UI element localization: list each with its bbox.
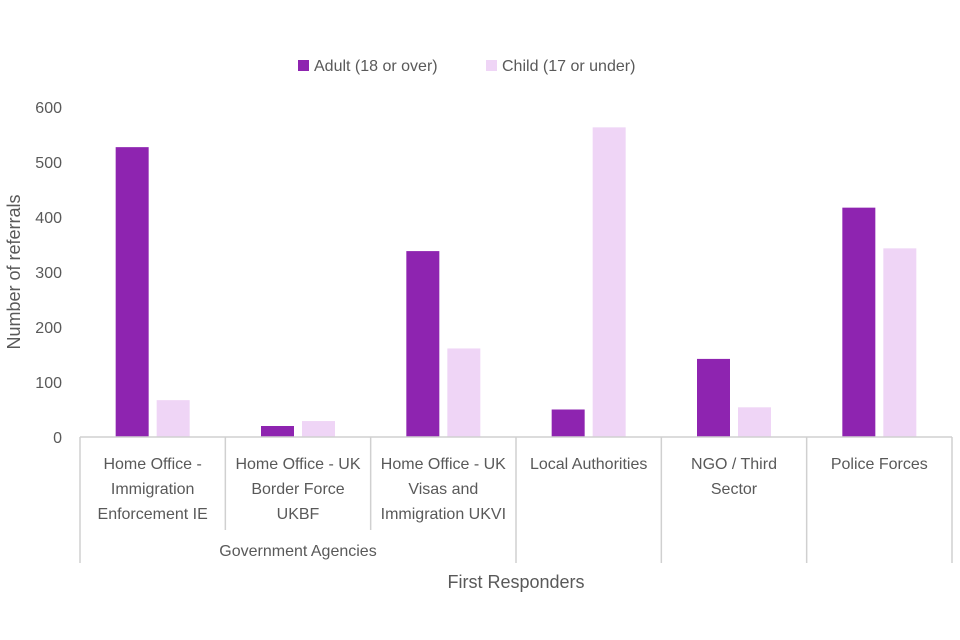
y-tick-label: 400	[35, 210, 62, 227]
category-label: Enforcement IE	[98, 506, 208, 523]
y-tick-label: 100	[35, 375, 62, 392]
category-label: Home Office - UK	[235, 456, 360, 473]
category-label: Police Forces	[831, 456, 928, 473]
category-label: Visas and	[408, 481, 478, 498]
legend: Adult (18 or over) Child (17 or under)	[298, 58, 635, 75]
bar-child-3	[592, 127, 626, 437]
legend-swatch-adult	[298, 60, 309, 71]
group-label: Government Agencies	[219, 543, 376, 560]
y-tick-label: 300	[35, 265, 62, 282]
category-label: NGO / Third	[691, 456, 777, 473]
bar-adult-3	[551, 409, 585, 437]
x-axis: Home Office - Immigration Enforcement IE Ho…	[79, 436, 953, 563]
bar-child-0	[156, 400, 190, 437]
y-tick-label: 0	[53, 430, 62, 447]
category-label: Immigration	[111, 481, 195, 498]
category-label: Border Force	[251, 481, 344, 498]
category-label: UKBF	[277, 506, 320, 523]
x-axis-title: First Responders	[447, 572, 584, 592]
y-axis-title: Number of referrals	[4, 194, 24, 349]
y-tick-label: 500	[35, 155, 62, 172]
bar-adult-2	[406, 251, 440, 437]
legend-swatch-child	[486, 60, 497, 71]
category-label: Home Office -	[103, 456, 201, 473]
bar-adult-5	[842, 207, 876, 437]
category-label: Sector	[711, 481, 758, 498]
bar-child-4	[738, 407, 771, 437]
legend-label-child: Child (17 or under)	[502, 58, 635, 75]
category-label: Home Office - UK	[381, 456, 506, 473]
bar-child-5	[883, 248, 917, 437]
y-tick-label: 200	[35, 320, 62, 337]
bar-child-2	[447, 348, 481, 437]
y-tick-label: 600	[35, 100, 62, 117]
bar-adult-4	[697, 358, 730, 437]
bar-child-1	[302, 421, 335, 437]
bar-adult-1	[261, 426, 294, 437]
bar-adult-0	[115, 147, 149, 437]
y-axis: 0 100 200 300 400 500 600	[35, 100, 62, 447]
category-label: Immigration UKVI	[381, 506, 506, 523]
legend-label-adult: Adult (18 or over)	[314, 58, 438, 75]
bars	[115, 127, 917, 437]
category-label: Local Authorities	[530, 456, 647, 473]
